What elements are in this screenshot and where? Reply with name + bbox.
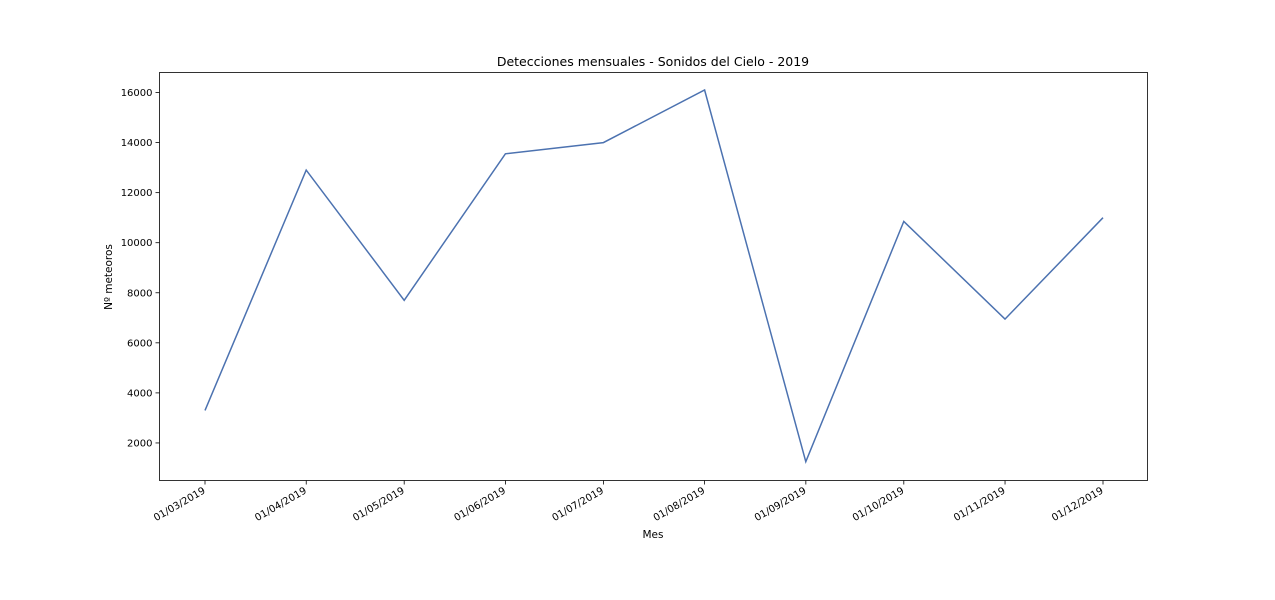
y-tick-label: 14000: [121, 138, 153, 149]
x-tick-label: 01/09/2019: [753, 486, 808, 524]
y-tick-label: 12000: [121, 188, 153, 199]
series-line: [204, 88, 1104, 465]
x-tick-label: 01/04/2019: [253, 486, 308, 524]
x-tick-label: 01/11/2019: [952, 486, 1007, 524]
y-tick-label: 4000: [127, 388, 152, 399]
x-axis-label: Mes: [643, 529, 664, 541]
x-tick-label: 01/07/2019: [550, 486, 605, 524]
y-tick-label: 16000: [121, 88, 153, 99]
y-tick-label: 2000: [127, 438, 152, 449]
y-tick-label: 8000: [127, 288, 152, 299]
x-axis: 01/03/2019 01/04/2019 01/05/2019 01/06/2019…: [152, 480, 1106, 524]
y-axis: 2000 4000 6000 8000 10000 12000 14000 16000: [121, 88, 160, 449]
x-tick-label: 01/06/2019: [453, 486, 508, 524]
y-tick-label: 10000: [121, 238, 153, 249]
x-tick-label: 01/08/2019: [652, 486, 707, 524]
y-axis-label: Nº meteoros: [103, 244, 115, 310]
x-tick-label: 01/05/2019: [351, 486, 406, 524]
x-tick-label: 01/10/2019: [851, 486, 906, 524]
y-tick-label: 6000: [127, 338, 152, 349]
x-tick-label: 01/03/2019: [152, 486, 207, 524]
x-tick-label: 01/12/2019: [1050, 486, 1105, 524]
chart-title: Detecciones mensuales - Sonidos del Ciel…: [497, 54, 809, 69]
plot-area: [159, 72, 1148, 481]
